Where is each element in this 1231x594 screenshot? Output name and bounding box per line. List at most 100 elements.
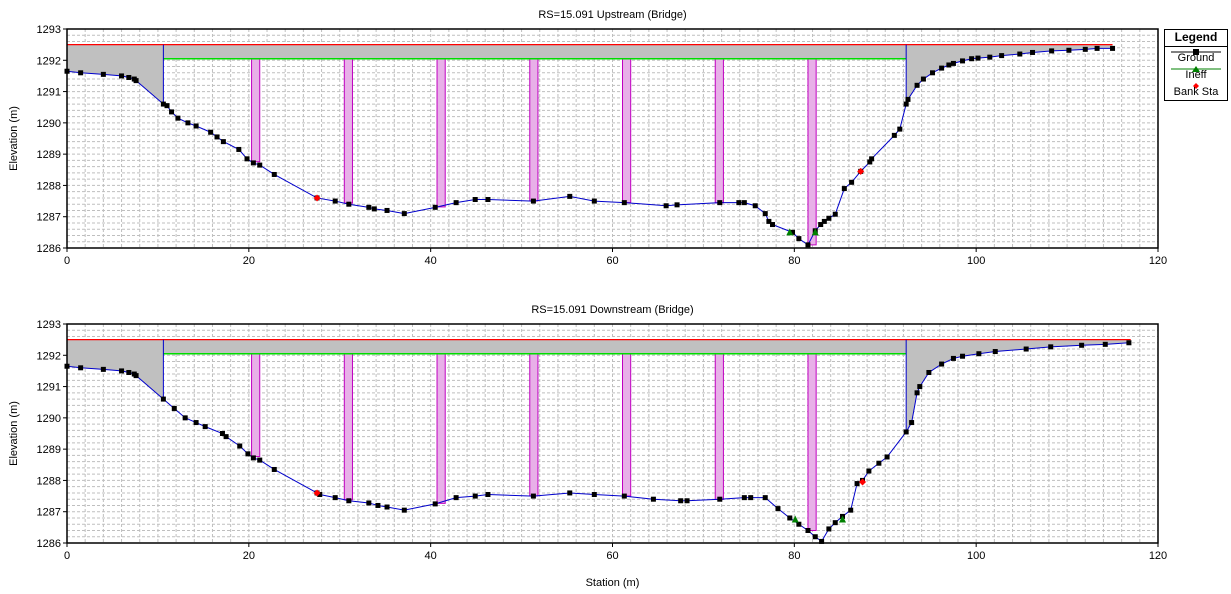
ground-point bbox=[401, 507, 407, 513]
ground-point bbox=[257, 457, 263, 463]
ground-point bbox=[678, 498, 684, 504]
ground-point bbox=[237, 443, 243, 449]
ground-point bbox=[530, 198, 536, 204]
left-embankment-fill bbox=[67, 44, 164, 105]
ground-point bbox=[987, 54, 993, 60]
y-tick-label: 1292 bbox=[37, 350, 61, 362]
bridge-deck bbox=[163, 44, 907, 59]
ground-point bbox=[914, 82, 920, 88]
ground-point bbox=[567, 490, 573, 496]
ground-point bbox=[453, 200, 459, 206]
ground-point bbox=[841, 186, 847, 192]
ground-point bbox=[485, 197, 491, 203]
y-tick-label: 1289 bbox=[37, 149, 61, 161]
x-tick-label: 20 bbox=[243, 255, 255, 267]
ground-point bbox=[567, 193, 573, 199]
ground-point bbox=[741, 495, 747, 501]
ground-point bbox=[1102, 341, 1108, 347]
x-tick-label: 100 bbox=[967, 550, 985, 562]
bridge-pier bbox=[529, 353, 539, 497]
legend-item-bank-sta: Bank Sta bbox=[1165, 81, 1227, 98]
ineff-marker bbox=[786, 228, 794, 236]
bridge-pier bbox=[714, 353, 724, 500]
ground-point bbox=[903, 101, 909, 107]
bridge-pier bbox=[343, 58, 353, 204]
ground-point bbox=[530, 493, 536, 499]
ground-point bbox=[100, 71, 106, 77]
x-tick-label: 60 bbox=[606, 255, 618, 267]
ground-point bbox=[375, 502, 381, 508]
x-tick-label: 120 bbox=[1149, 255, 1167, 267]
legend-label-bank-sta: Bank Sta bbox=[1173, 86, 1219, 98]
ground-point bbox=[930, 70, 936, 76]
ground-point bbox=[805, 242, 811, 248]
ineff-marker bbox=[811, 228, 819, 236]
bridge-pier bbox=[251, 58, 261, 163]
ground-point bbox=[1126, 340, 1132, 346]
y-tick-label: 1286 bbox=[37, 243, 61, 255]
ground-point bbox=[1066, 47, 1072, 53]
bank-sta-marker bbox=[857, 167, 865, 175]
ground-point bbox=[1110, 45, 1116, 51]
bridge-pier bbox=[343, 353, 353, 501]
ground-point bbox=[812, 534, 818, 540]
ground-point bbox=[909, 420, 915, 426]
ground-point bbox=[133, 373, 139, 379]
ground-point bbox=[663, 203, 669, 209]
ground-point bbox=[992, 349, 998, 355]
ground-point bbox=[946, 62, 952, 68]
ground-point bbox=[1049, 48, 1055, 54]
ground-point bbox=[182, 415, 188, 421]
chart-title: RS=15.091 Downstream (Bridge) bbox=[531, 304, 693, 316]
y-tick-label: 1290 bbox=[37, 118, 61, 130]
ground-point bbox=[805, 527, 811, 533]
ground-point bbox=[1079, 342, 1085, 348]
ground-point bbox=[766, 218, 772, 224]
ground-point bbox=[796, 236, 802, 242]
ground-point bbox=[775, 506, 781, 512]
ground-point bbox=[960, 58, 966, 64]
x-axis-label: Station (m) bbox=[586, 577, 640, 589]
y-tick-label: 1291 bbox=[37, 87, 61, 99]
ground-point bbox=[821, 218, 827, 224]
ground-point bbox=[866, 468, 872, 474]
ground-point bbox=[787, 515, 793, 521]
ground-point bbox=[960, 353, 966, 359]
y-tick-label: 1287 bbox=[37, 212, 61, 224]
ground-point bbox=[897, 126, 903, 132]
ground-point bbox=[271, 466, 277, 472]
ground-point bbox=[432, 501, 438, 507]
ground-point bbox=[741, 200, 747, 206]
ground-point bbox=[366, 204, 372, 210]
legend-title: Legend bbox=[1165, 30, 1227, 47]
ground-point bbox=[717, 200, 723, 206]
y-tick-label: 1289 bbox=[37, 444, 61, 456]
ground-point bbox=[832, 211, 838, 217]
y-tick-label: 1292 bbox=[37, 55, 61, 67]
ground-point bbox=[684, 498, 690, 504]
ground-point bbox=[914, 390, 920, 396]
ground-point bbox=[219, 431, 225, 436]
ground-point bbox=[969, 56, 975, 62]
y-tick-label: 1290 bbox=[37, 413, 61, 425]
ground-point bbox=[257, 162, 263, 168]
chart-title: RS=15.091 Upstream (Bridge) bbox=[538, 9, 686, 21]
legend-item-ground: Ground bbox=[1165, 47, 1227, 64]
ground-point bbox=[950, 60, 956, 66]
ground-point bbox=[1048, 344, 1054, 350]
bridge-pier bbox=[807, 58, 817, 246]
ground-point bbox=[796, 521, 802, 527]
ground-point bbox=[762, 211, 768, 217]
x-tick-label: 100 bbox=[967, 255, 985, 267]
ground-point bbox=[752, 203, 758, 209]
ground-point bbox=[119, 73, 125, 79]
ground-point bbox=[332, 198, 338, 204]
legend-item-ineff: Ineff bbox=[1165, 64, 1227, 81]
ground-point bbox=[214, 134, 220, 140]
bridge-pier bbox=[436, 353, 446, 504]
ground-point bbox=[999, 53, 1005, 59]
x-tick-label: 60 bbox=[606, 550, 618, 562]
x-tick-label: 120 bbox=[1149, 550, 1167, 562]
ground-point bbox=[175, 115, 181, 121]
ground-point bbox=[401, 211, 407, 217]
